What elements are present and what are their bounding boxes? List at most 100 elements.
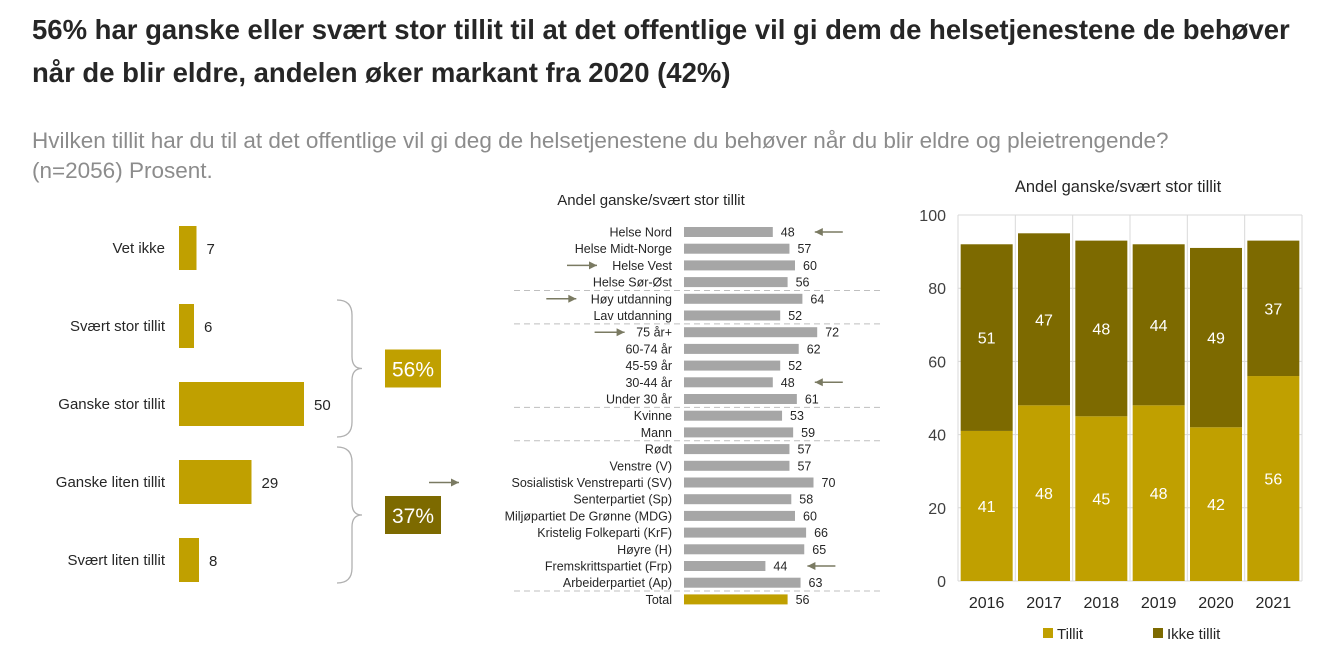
category-label-milj-partiet-de-gr-nne-mdg: Miljøpartiet De Grønne (MDG): [505, 509, 672, 523]
value-label-helse-nord: 48: [781, 226, 795, 240]
category-label-under-30-ar: Under 30 år: [606, 393, 672, 407]
bar-tillit-2017: [1018, 405, 1070, 581]
value-label-milj-partiet-de-gr-nne-mdg: 60: [803, 509, 817, 523]
value-label-kvinne: 53: [790, 409, 804, 423]
arrow-30-44-ar: [814, 378, 843, 387]
data-label-ikke-tillit-2016: 51: [978, 331, 996, 348]
data-label-ikke-tillit-2019: 44: [1150, 318, 1168, 335]
value-label-r-dt: 57: [797, 443, 811, 457]
x-tick-2017: 2017: [1026, 595, 1062, 612]
bar-venstre-v: [684, 460, 790, 471]
category-label-vet-ikke: Vet ikke: [112, 240, 165, 257]
bar-vet-ikke: [179, 226, 197, 270]
value-label-fremskrittspartiet-frp: 44: [773, 560, 787, 574]
value-label-venstre-v: 57: [797, 459, 811, 473]
value-label-helse-s-r-st: 56: [796, 276, 810, 290]
value-label-sv-rt-liten-tillit: 8: [209, 553, 217, 570]
category-label-senterpartiet-sp: Senterpartiet (Sp): [573, 493, 672, 507]
bar-senterpartiet-sp: [684, 494, 792, 505]
value-label-under-30-ar: 61: [805, 393, 819, 407]
value-label-h-y-utdanning: 64: [810, 292, 824, 306]
bar-helse-s-r-st: [684, 277, 788, 288]
category-label-helse-nord: Helse Nord: [609, 226, 672, 240]
bar-ikke-tillit-2017: [1018, 233, 1070, 406]
x-tick-2021: 2021: [1256, 595, 1292, 612]
value-label-ganske-stor-tillit: 50: [314, 397, 331, 414]
bar-r-dt: [684, 444, 790, 455]
x-tick-2016: 2016: [969, 595, 1005, 612]
bar-ikke-tillit-2021: [1247, 240, 1300, 377]
legend-swatch-ikke-tillit: [1153, 628, 1163, 638]
bar-h-y-utdanning: [684, 293, 803, 304]
data-label-tillit-2019: 48: [1150, 486, 1168, 503]
bar-ikke-tillit-2019: [1132, 244, 1185, 406]
bracket-1: [336, 299, 363, 438]
category-label-helse-vest: Helse Vest: [612, 259, 672, 273]
arrow-helse-nord: [814, 228, 843, 236]
arrow-h-y-utdanning: [546, 294, 577, 303]
category-label-kristelig-folkeparti-krf: Kristelig Folkeparti (KrF): [537, 526, 672, 540]
x-tick-2018: 2018: [1084, 595, 1120, 612]
value-label-60-74-ar: 62: [807, 342, 821, 356]
bar-kvinne: [684, 410, 783, 421]
page-subtitle: Hvilken tillit har du til at det offentl…: [32, 128, 1169, 183]
data-label-ikke-tillit-2020: 49: [1207, 331, 1225, 348]
data-label-ikke-tillit-2017: 47: [1035, 312, 1053, 329]
value-label-lav-utdanning: 52: [788, 309, 802, 323]
category-label-h-yre-h: Høyre (H): [617, 543, 672, 557]
y-tick-60: 60: [928, 354, 946, 371]
value-label-30-44-ar: 48: [781, 376, 795, 390]
bar-under-30-ar: [684, 394, 797, 404]
bar-ikke-tillit-2020: [1190, 247, 1242, 428]
total-box-2: [385, 496, 441, 534]
arrow-sosialistisk-venstreparti-sv: [429, 478, 459, 487]
bar-total: [684, 594, 788, 605]
bar-h-yre-h: [684, 544, 805, 555]
trend-chart-title: Andel ganske/svært stor tillit: [1015, 178, 1222, 196]
bar-helse-nord: [684, 227, 773, 237]
category-label-h-y-utdanning: Høy utdanning: [591, 292, 672, 306]
value-label-mann: 59: [801, 426, 815, 440]
y-tick-100: 100: [919, 208, 946, 225]
data-label-tillit-2021: 56: [1264, 472, 1282, 489]
value-label-sosialistisk-venstreparti-sv: 70: [822, 476, 836, 490]
value-label-arbeiderpartiet-ap: 63: [809, 576, 823, 590]
value-label-vet-ikke: 7: [207, 241, 215, 258]
total-box-1: [385, 349, 441, 388]
data-label-tillit-2017: 48: [1035, 486, 1053, 503]
bar-45-59-ar: [684, 360, 781, 371]
bar-ganske-liten-tillit: [179, 460, 252, 504]
arrow-fremskrittspartiet-frp: [807, 562, 836, 570]
bar-ikke-tillit-2016: [960, 244, 1013, 431]
bar-30-44-ar: [684, 377, 773, 388]
x-tick-2020: 2020: [1198, 595, 1234, 612]
category-label-helse-s-r-st: Helse Sør-Øst: [593, 276, 673, 290]
value-label-h-yre-h: 65: [812, 543, 826, 557]
category-label-sv-rt-stor-tillit: Svært stor tillit: [70, 318, 166, 335]
bar-60-74-ar: [684, 343, 799, 354]
y-tick-40: 40: [928, 428, 946, 445]
value-label-kristelig-folkeparti-krf: 66: [814, 526, 828, 540]
category-label-lav-utdanning: Lav utdanning: [593, 309, 672, 323]
bar-milj-partiet-de-gr-nne-mdg: [684, 510, 795, 521]
bar-tillit-2020: [1190, 427, 1242, 581]
category-label-60-74-ar: 60-74 år: [625, 342, 672, 356]
legend-label-ikke-tillit: Ikke tillit: [1167, 626, 1221, 643]
y-tick-80: 80: [928, 281, 946, 298]
bar-lav-utdanning: [684, 310, 781, 321]
bar-75-ar: [684, 327, 818, 338]
bar-sv-rt-stor-tillit: [179, 304, 194, 348]
bracket-2: [336, 446, 363, 584]
category-label-mann: Mann: [641, 426, 672, 440]
bar-tillit-2016: [960, 430, 1013, 581]
bar-helse-midt-norge: [684, 243, 790, 254]
category-label-r-dt: Rødt: [645, 443, 673, 457]
category-label-45-59-ar: 45-59 år: [625, 359, 672, 373]
data-label-ikke-tillit-2021: 37: [1264, 301, 1282, 318]
bar-tillit-2021: [1247, 376, 1300, 581]
value-label-helse-midt-norge: 57: [797, 242, 811, 256]
category-label-fremskrittspartiet-frp: Fremskrittspartiet (Frp): [545, 560, 672, 574]
x-tick-2019: 2019: [1141, 595, 1177, 612]
y-tick-20: 20: [928, 501, 946, 518]
